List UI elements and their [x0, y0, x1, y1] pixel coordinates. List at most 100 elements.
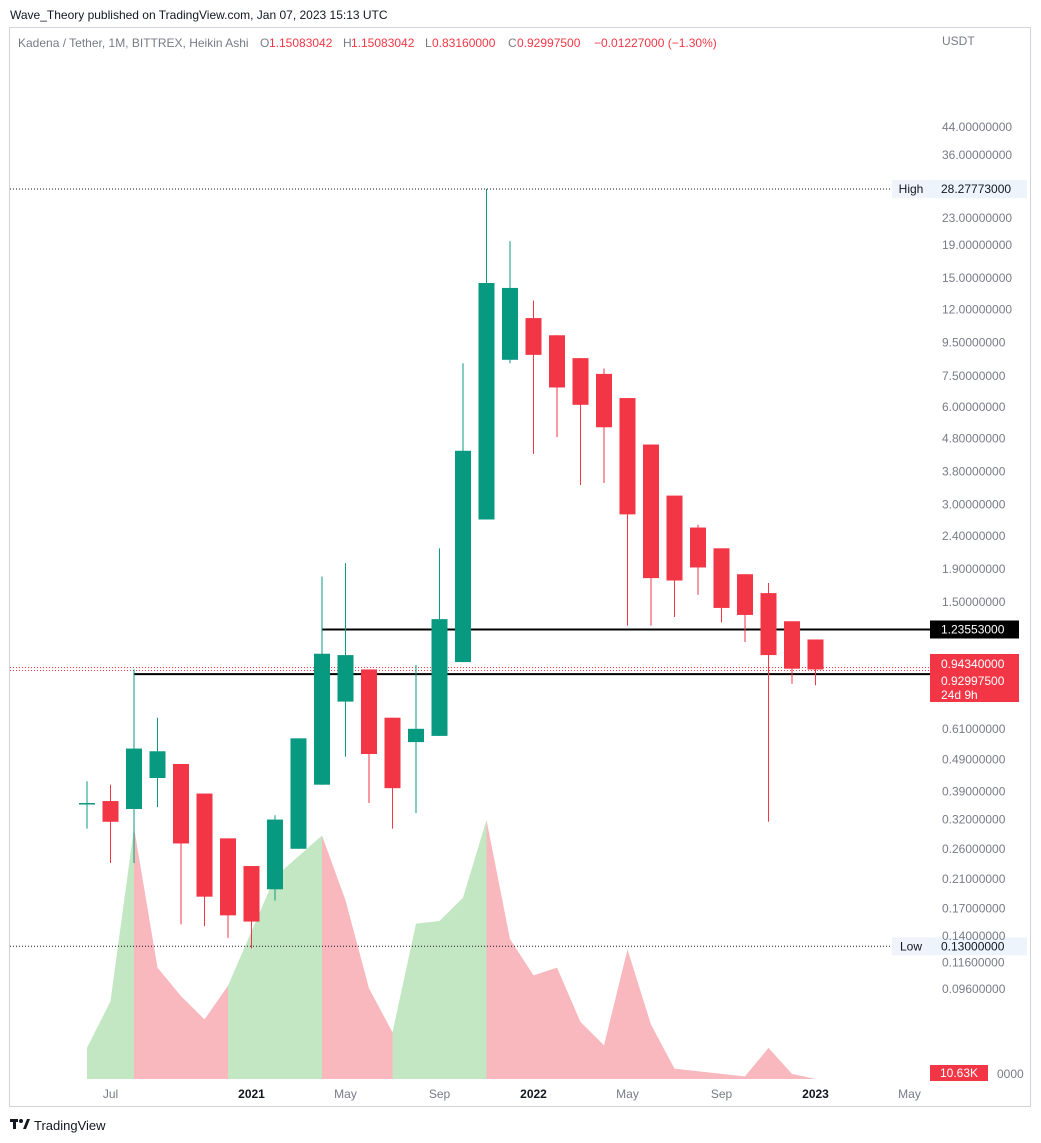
volume-segment [134, 827, 158, 1079]
y-tick-label: 0.49000000 [942, 753, 1006, 767]
level-value-bg [930, 180, 1027, 199]
y-tick-label: 7.50000000 [942, 369, 1006, 383]
y-tick-label: 4.80000000 [942, 432, 1006, 446]
legend-o-label: O [260, 36, 269, 50]
volume-layer: 10.63K [87, 820, 988, 1081]
candle-body [126, 748, 142, 809]
volume-segment [110, 827, 134, 1079]
y-tick-label: 0.21000000 [942, 872, 1006, 886]
level-tag-bg [892, 180, 930, 199]
legend-symbol: Kadena / Tether, 1M, BITTREX, Heikin Ash… [18, 36, 249, 50]
volume-segment [604, 949, 628, 1079]
price-axis: 44.00000000 36.00000000 23.00000000 19.0000… [942, 120, 1024, 1081]
volume-segment [369, 988, 393, 1079]
level-tag: High [899, 182, 924, 196]
x-tick-label: Sep [711, 1087, 733, 1101]
candle-body [431, 619, 448, 736]
y-tick-label: 3.00000000 [942, 498, 1006, 512]
x-tick-label: 2021 [238, 1087, 265, 1101]
candle-body [196, 793, 213, 897]
price-box-value2: 0.92997500 [941, 674, 1005, 688]
y-tick-label: 0.17000000 [942, 902, 1006, 916]
candle-body [643, 444, 659, 579]
candle-body [267, 819, 283, 890]
volume-segment [439, 897, 463, 1079]
y-tick-label: 3.80000000 [942, 464, 1006, 478]
candle-body [502, 287, 518, 360]
level-value: 1.23553000 [941, 622, 1005, 636]
legend-o-value: 1.15083042 [269, 36, 333, 50]
time-axis: Jul 2021 May Sep 2022 May Sep 2023 May [103, 1087, 921, 1101]
y-tick-label: 0.14000000 [942, 929, 1006, 943]
legend-c-label: C [508, 36, 517, 50]
candle-body [408, 728, 424, 743]
footer-brand: TradingView [34, 1117, 106, 1133]
volume-segment [181, 996, 205, 1079]
y-tick-label: 0.61000000 [942, 722, 1006, 736]
volume-segment [204, 985, 228, 1079]
candle-body [596, 373, 612, 428]
volume-segment [580, 1022, 604, 1079]
level-value-bg [930, 937, 1027, 956]
candle-body [149, 751, 166, 778]
candle-body [666, 495, 683, 581]
candle-body [361, 669, 377, 754]
volume-segment [416, 921, 440, 1079]
volume-segment [87, 1001, 111, 1079]
level-value: 28.27773000 [941, 182, 1011, 196]
x-tick-label: May [334, 1087, 357, 1101]
candle-body [807, 639, 824, 670]
level-tag-bg [892, 937, 930, 956]
y-tick-label: 12.00000000 [942, 303, 1012, 317]
volume-badge [930, 1065, 988, 1081]
volume-segment [228, 931, 252, 1079]
currency-label: USDT [942, 34, 975, 48]
y-tick-label: 36.00000000 [942, 148, 1012, 162]
candle-body [220, 838, 236, 916]
price-box-countdown: 24d 9h [941, 688, 978, 702]
y-tick-label: 19.00000000 [942, 238, 1012, 252]
candle-body [737, 574, 753, 615]
volume-segment [322, 835, 346, 1079]
price-box-value1: 0.94340000 [941, 657, 1005, 671]
legend-l-label: L [425, 36, 432, 50]
x-tick-label: May [616, 1087, 639, 1101]
candle-body [173, 763, 189, 844]
volume-segment [275, 856, 299, 1079]
publisher-line: Wave_Theory published on TradingView.com… [10, 8, 388, 22]
candle-body [384, 717, 401, 789]
x-tick-label: Sep [429, 1087, 451, 1101]
tradingview-logo-icon [10, 1117, 30, 1133]
y-tick-label: 15.00000000 [942, 271, 1012, 285]
volume-segment [510, 939, 534, 1079]
candle-body [243, 866, 260, 922]
y-tick-label: 23.00000000 [942, 211, 1012, 225]
volume-segment [745, 1047, 769, 1079]
candle-body [337, 655, 354, 702]
y-tick-label: 44.00000000 [942, 120, 1012, 134]
legend-c-value: 0.92997500 [517, 36, 581, 50]
level-value: 0.13000000 [941, 939, 1005, 953]
volume-segment [698, 1071, 722, 1079]
levels-layer: High 28.27773000 Low 0.13000000 1.23553000 0.… [10, 180, 1027, 956]
legend-change: −0.01227000 (−1.30%) [594, 36, 717, 50]
chart-frame [9, 27, 1031, 1107]
candle-body [784, 621, 800, 669]
candle-body [690, 527, 706, 568]
x-tick-label: Jul [103, 1087, 118, 1101]
y-tick-label: 0000 [997, 1067, 1024, 1081]
x-tick-label: 2023 [802, 1087, 829, 1101]
y-tick-label: 1.50000000 [942, 595, 1006, 609]
y-tick-label: 0.09600000 [942, 982, 1006, 996]
y-tick-label: 0.39000000 [942, 785, 1006, 799]
x-tick-label: 2022 [520, 1087, 547, 1101]
candle-body [290, 738, 307, 849]
candle-body [314, 653, 330, 785]
volume-segment [345, 900, 369, 1079]
candle-body [478, 282, 495, 520]
candle-body [619, 398, 636, 515]
legend-h-label: H [343, 36, 352, 50]
volume-segment [533, 967, 557, 1079]
volume-segment [792, 1073, 816, 1079]
